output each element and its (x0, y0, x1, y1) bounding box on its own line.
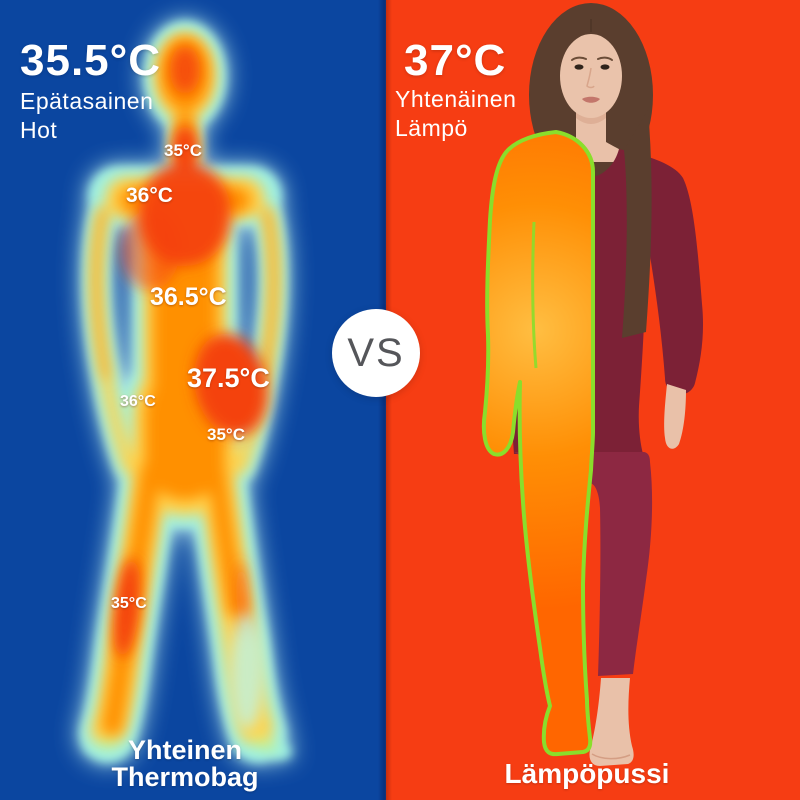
left-caption: Yhteinen Thermobag (35, 737, 335, 791)
lips (582, 96, 600, 103)
thermal-leggings (514, 452, 653, 676)
left-description-line2: Hot (20, 117, 58, 143)
thermal-overlay-left-half (481, 130, 595, 757)
right-hand (664, 384, 686, 449)
right-panel-even-heat: 37°C Yhtenäinen Lämpö (386, 0, 800, 800)
left-eyebrow (571, 56, 587, 61)
body-temp-label-left-calf: 35°C (111, 595, 147, 612)
right-description-line2: Lämpö (395, 115, 468, 141)
thermal-body-hot-spots (113, 46, 268, 658)
body-temp-label-abdomen: 36.5°C (150, 283, 227, 311)
left-caption-line1: Yhteinen (127, 735, 242, 765)
thermal-body-figure (78, 19, 294, 764)
thermal-overlay-arm-seam (531, 221, 538, 369)
vs-label: VS (347, 330, 405, 375)
left-description-line1: Epätasainen (20, 88, 154, 114)
right-foot (589, 678, 634, 766)
chin-shadow (576, 104, 606, 124)
toes-line (591, 753, 631, 760)
woman-figure (481, 3, 704, 766)
nose (586, 67, 595, 89)
vs-badge: VS (332, 309, 420, 397)
right-temperature-headline: 37°C (404, 36, 507, 85)
hair-fringe (558, 18, 624, 72)
body-temp-label-shoulder: 36°C (126, 184, 173, 207)
right-eye (600, 64, 610, 70)
thermal-body-cool-patch (230, 614, 264, 730)
right-caption: Lämpöpussi (504, 758, 670, 789)
right-description-line1: Yhtenäinen (395, 86, 517, 112)
hair-strand-right (622, 110, 652, 338)
right-eyebrow (597, 56, 613, 61)
left-eye (574, 64, 584, 70)
left-temperature-headline: 35.5°C (20, 36, 162, 85)
left-panel-uneven-heat: 35.5°C Epätasainen Hot 35°C 36°C 36.5°C … (0, 0, 386, 800)
body-temp-label-chest: 35°C (164, 141, 202, 160)
body-temp-label-right-thigh: 35°C (207, 425, 245, 444)
face (560, 34, 622, 118)
left-caption-line2: Thermobag (111, 762, 259, 792)
body-temp-label-hip: 37.5°C (187, 363, 270, 393)
body-temp-label-left-hip: 36°C (120, 393, 156, 410)
